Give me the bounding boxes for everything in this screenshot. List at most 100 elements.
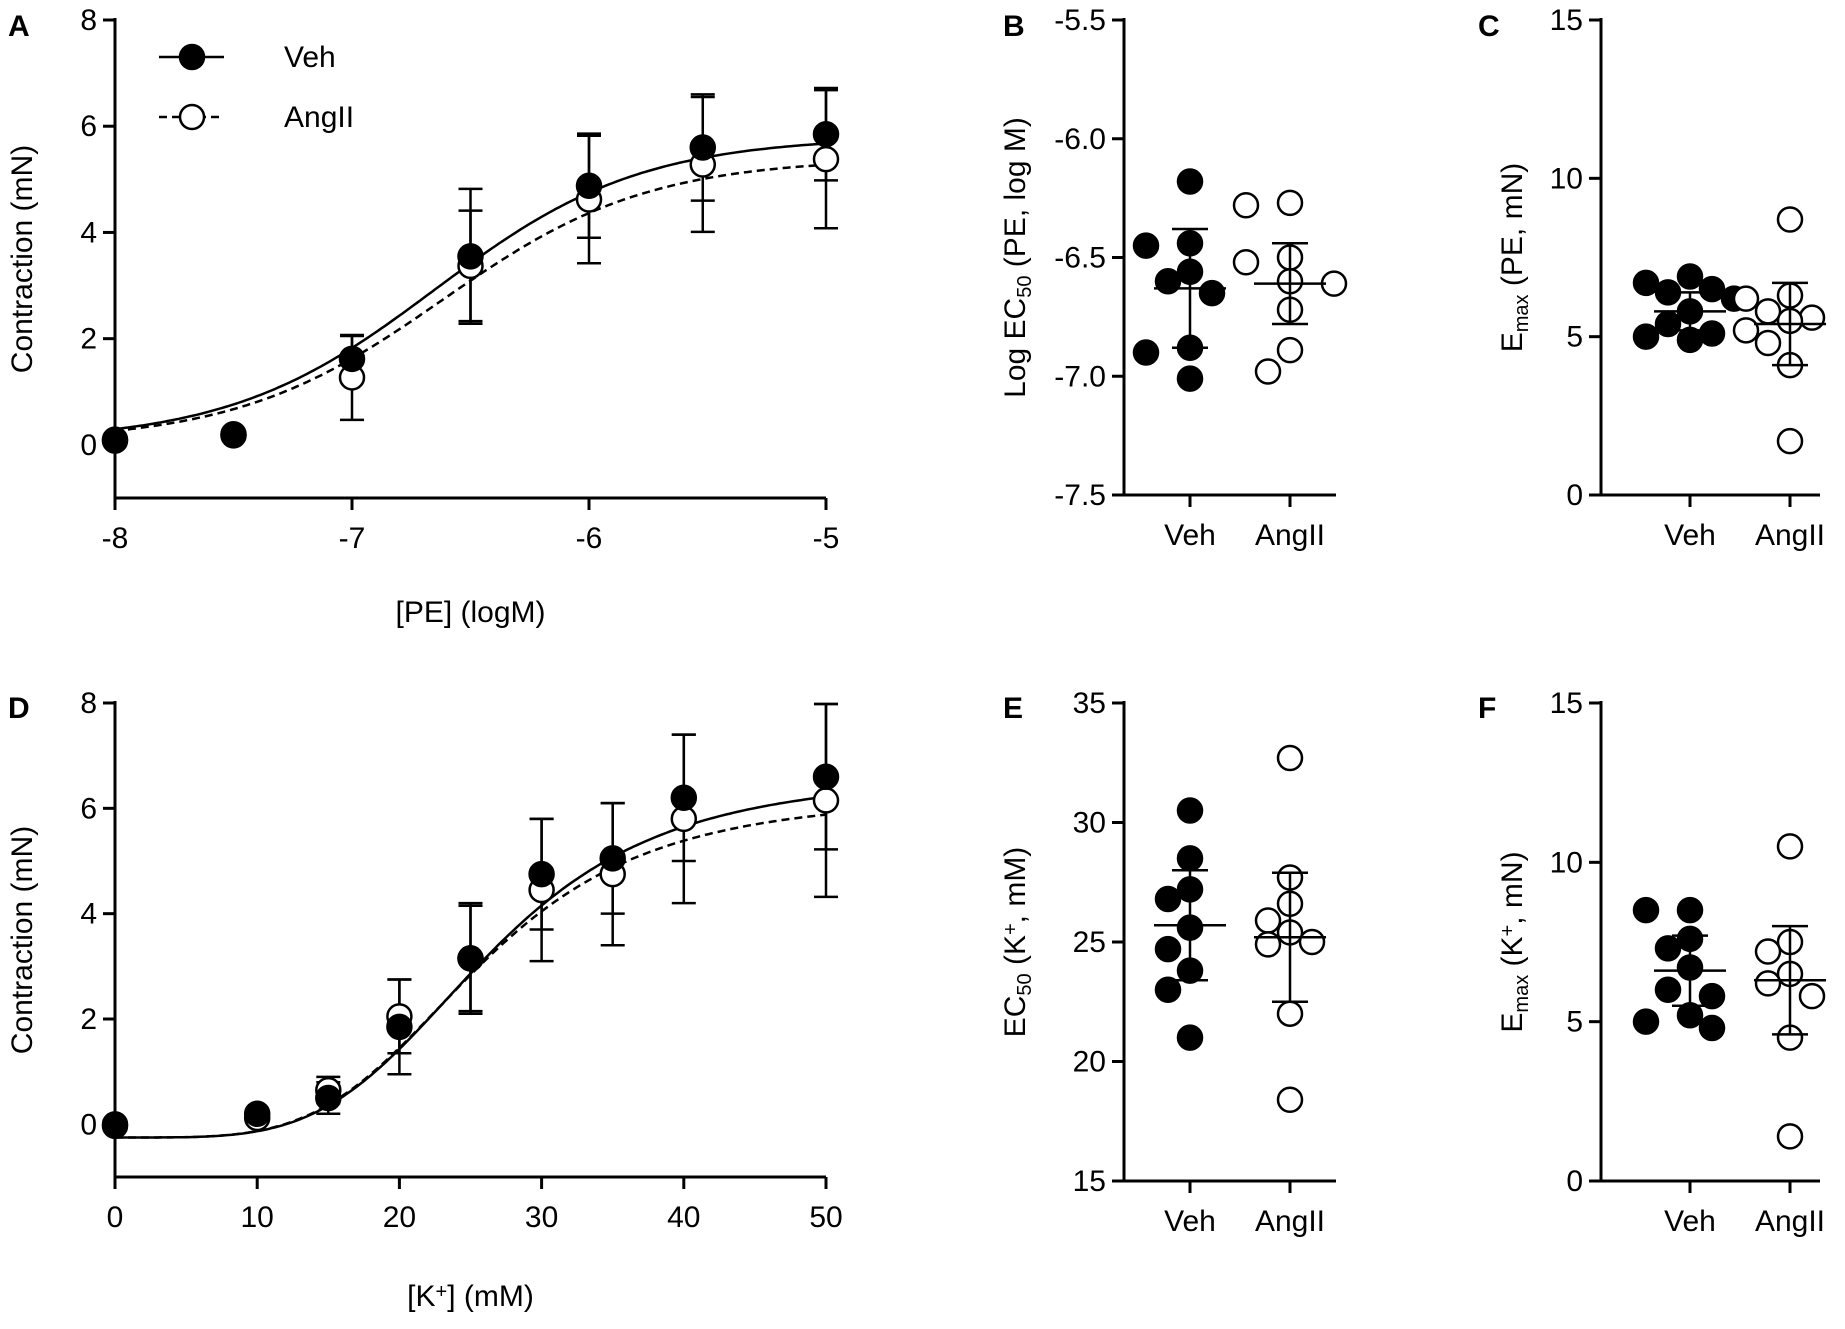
legend-angii-label: AngII [284, 101, 354, 134]
y-tick-label: 0 [80, 429, 97, 462]
x-tick-label: AngII [1755, 1205, 1825, 1238]
angii-point [1732, 317, 1760, 344]
y-tick-label: -7.5 [1054, 479, 1106, 512]
y-tick-label: 2 [80, 1003, 97, 1036]
y-axis-label: EC50 (K+, mM) [999, 847, 1036, 1038]
angii-point [1754, 329, 1782, 357]
y-tick-label: 5 [1566, 321, 1583, 354]
panel-letter-b: B [1003, 10, 1025, 43]
angii-point [1254, 358, 1282, 385]
y-tick-label: 10 [1550, 846, 1583, 879]
veh-point [243, 1100, 271, 1128]
veh-point [457, 945, 484, 972]
angii-point [1276, 189, 1304, 217]
veh-point [575, 172, 603, 199]
veh-point [338, 345, 366, 373]
panel-letter-a: A [8, 10, 30, 43]
veh-point [689, 134, 717, 161]
angii-point [1754, 298, 1782, 325]
veh-point [1176, 168, 1204, 195]
y-tick-label: 30 [1073, 807, 1106, 840]
angii-point [1276, 1000, 1304, 1027]
y-axis-label: Log EC50 (PE, log M) [999, 117, 1036, 398]
veh-point [599, 845, 626, 872]
panel-letter-e: E [1003, 692, 1023, 725]
y-tick-label: 15 [1073, 1165, 1106, 1198]
veh-point [101, 426, 129, 453]
y-tick-label: 0 [1566, 1165, 1583, 1198]
veh-point [812, 120, 840, 148]
angii-point [1798, 304, 1826, 331]
x-tick-label: -8 [102, 522, 129, 555]
x-tick-label: 10 [241, 1201, 274, 1234]
y-tick-label: 15 [1550, 687, 1583, 720]
angii-fit-curve [115, 813, 827, 1139]
veh-point [457, 243, 484, 270]
angii-point [1754, 938, 1782, 965]
y-tick-label: 5 [1566, 1006, 1583, 1039]
y-axis-label: Contraction (mN) [6, 145, 39, 373]
angii-point [812, 787, 840, 814]
veh-point [1154, 268, 1182, 295]
angii-point [1776, 427, 1804, 455]
y-tick-label: 4 [80, 216, 97, 249]
veh-point [1154, 935, 1182, 963]
veh-point [1154, 976, 1182, 1004]
veh-point [1176, 365, 1204, 392]
panel-letter-c: C [1478, 10, 1500, 43]
y-tick-label: 20 [1073, 1046, 1106, 1079]
veh-point [1198, 279, 1226, 307]
panel-a-chart: 0 2 4 6 8 -8 -7 -6 -5 Contraction (mN) [PE] (logM)… [6, 4, 839, 629]
veh-point [1632, 269, 1660, 297]
y-tick-label: 10 [1550, 162, 1583, 195]
veh-point [220, 421, 247, 448]
y-axis-label: Emax (K+, mN) [1496, 851, 1533, 1032]
veh-point [528, 860, 555, 888]
y-tick-label: 35 [1073, 687, 1106, 720]
y-tick-label: 6 [80, 792, 97, 825]
veh-point [1654, 935, 1682, 962]
y-tick-label: 8 [80, 687, 97, 720]
angii-point [1276, 1086, 1304, 1113]
y-tick-label: 0 [80, 1108, 97, 1141]
veh-point [812, 763, 840, 790]
angii-point [1754, 970, 1782, 997]
panel-d-chart: 0 2 4 6 8 0 10 20 30 40 50 Contraction (mN) [K+] (mM… [6, 687, 843, 1313]
x-tick-label: -7 [339, 522, 366, 555]
veh-point [1132, 232, 1160, 259]
angii-point [1776, 206, 1804, 233]
x-tick-label: AngII [1255, 1205, 1325, 1238]
veh-point [386, 1013, 413, 1041]
veh-point [1176, 1024, 1204, 1051]
y-axis-label: Contraction (mN) [6, 826, 39, 1054]
veh-point [670, 784, 698, 812]
x-tick-label: -5 [813, 522, 840, 555]
veh-point [1698, 320, 1726, 347]
angii-point [1776, 833, 1804, 860]
panel-b-chart: -7.5 -7.0 -6.5 -6.0 -5.5 Log EC50 (PE, log M)… [999, 4, 1348, 552]
x-tick-label: 50 [809, 1201, 842, 1234]
x-tick-label: AngII [1755, 519, 1825, 552]
panel-letter-f: F [1478, 692, 1496, 725]
y-axis-label: Emax (PE, mN) [1496, 163, 1533, 352]
angii-point [1254, 907, 1282, 934]
x-tick-label: Veh [1164, 519, 1216, 552]
x-axis-label: [PE] (logM) [395, 596, 545, 629]
veh-point [1632, 1008, 1660, 1035]
veh-point [1154, 885, 1182, 913]
legend-veh-label: Veh [284, 41, 336, 74]
panel-e-chart: 15 20 25 30 35 EC50 (K+, mM) Veh AngII [999, 687, 1336, 1238]
veh-point [1654, 976, 1682, 1004]
y-tick-label: 8 [80, 4, 97, 37]
y-tick-label: 0 [1566, 479, 1583, 512]
angii-point [812, 145, 840, 173]
y-tick-label: -6.5 [1054, 242, 1106, 275]
veh-point [1698, 275, 1726, 303]
y-tick-label: -6.0 [1054, 123, 1106, 156]
y-tick-label: 2 [80, 323, 97, 356]
legend-veh-marker [178, 43, 206, 71]
veh-point [1676, 896, 1704, 924]
veh-point [1132, 339, 1160, 366]
veh-point [1176, 845, 1204, 872]
